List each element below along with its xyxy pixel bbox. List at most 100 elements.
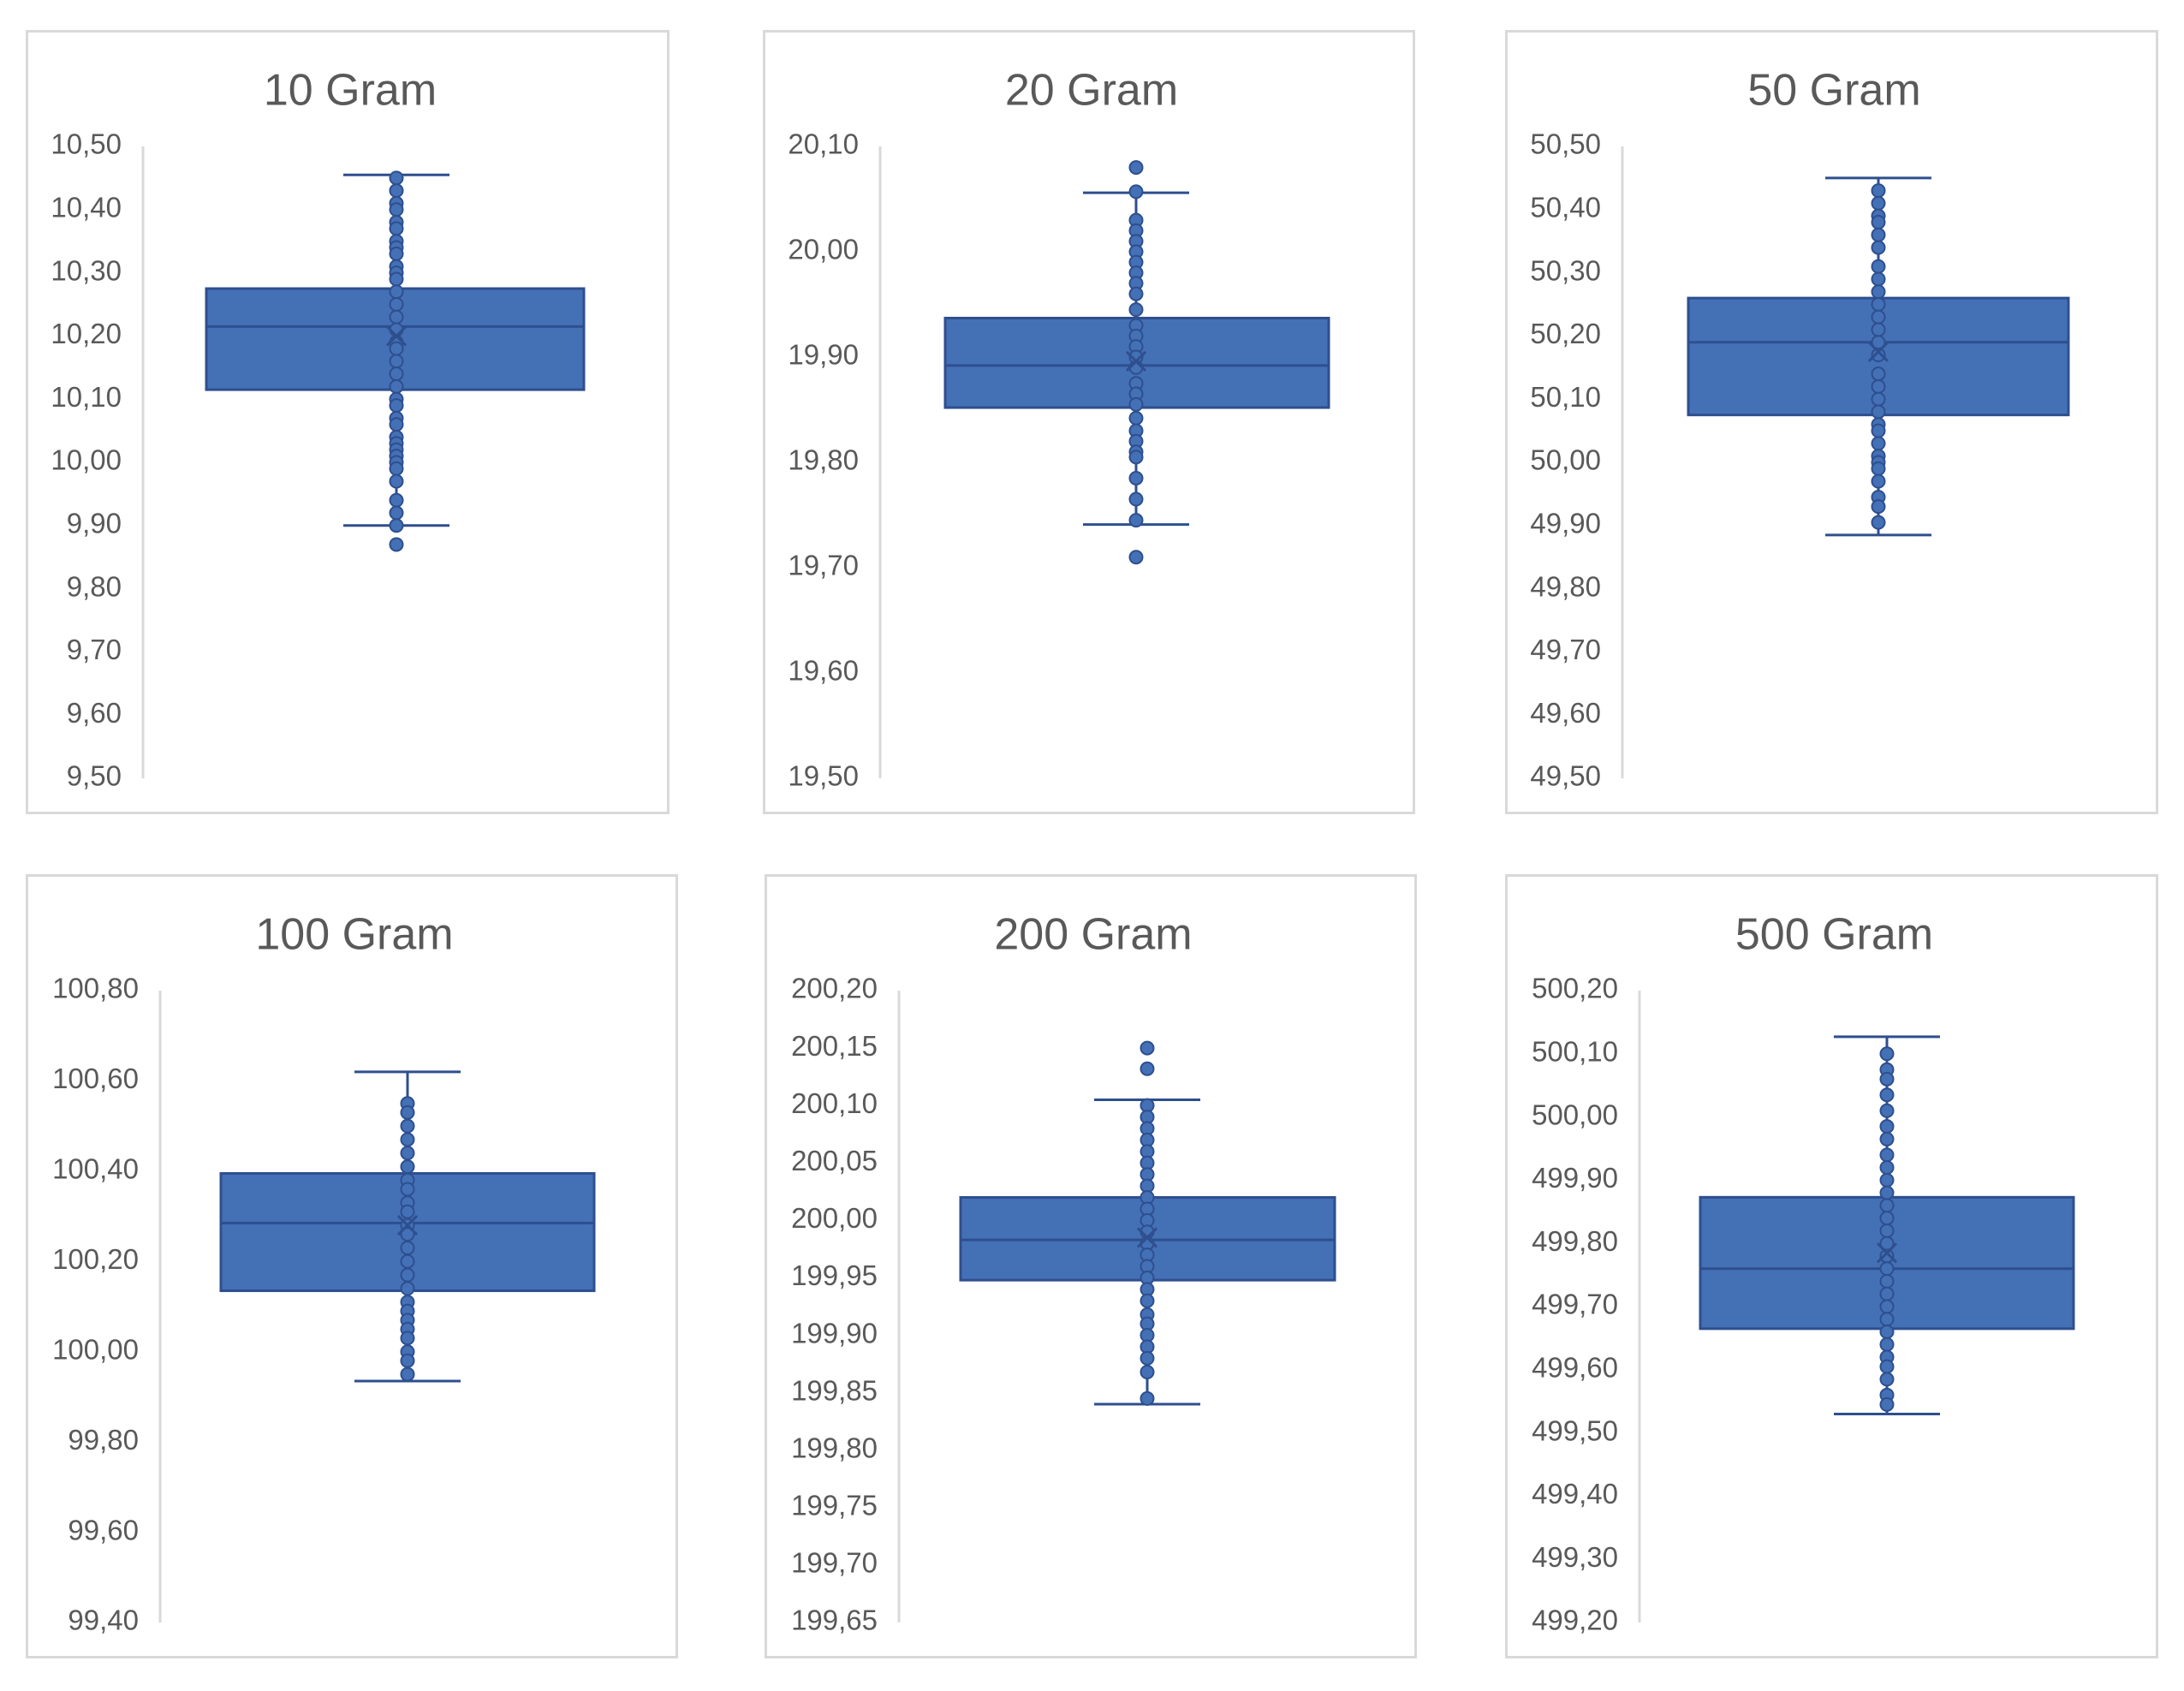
mean-marker <box>1867 341 1889 362</box>
y-tick-label: 49,50 <box>1530 760 1601 792</box>
data-point <box>1879 1103 1895 1118</box>
chart-title: 50 Gram <box>1747 66 1920 116</box>
y-tick-label: 50,50 <box>1530 128 1601 160</box>
data-point <box>1128 360 1144 375</box>
data-point <box>389 378 404 394</box>
y-tick-label: 100,60 <box>52 1063 139 1094</box>
data-point <box>1879 1372 1895 1387</box>
y-tick-label: 499,80 <box>1532 1225 1618 1257</box>
mean-marker <box>1125 350 1147 372</box>
y-tick-label: 200,15 <box>791 1030 878 1062</box>
data-point <box>400 1204 415 1219</box>
data-point <box>389 246 404 261</box>
chart-panel: 50 Gram 50,50 50,40 50,30 50,20 50,10 50,00 49,… <box>1505 30 2158 814</box>
data-point <box>1879 1185 1895 1200</box>
y-tick-label: 10,00 <box>51 444 122 476</box>
data-point <box>1879 1147 1895 1163</box>
data-point <box>1128 470 1144 485</box>
chart-panel: 100 Gram 100,80 100,60 100,40 100,20 100,00 99… <box>26 874 678 1658</box>
y-tick-label: 100,20 <box>52 1243 139 1275</box>
data-point <box>1871 309 1886 325</box>
mean-marker <box>385 325 408 347</box>
y-tick-label: 99,40 <box>68 1605 139 1636</box>
data-point <box>1879 1087 1895 1103</box>
data-point <box>1871 227 1886 242</box>
data-point <box>1128 396 1144 412</box>
data-point <box>1128 302 1144 318</box>
data-point <box>389 461 404 476</box>
y-tick-label: 19,50 <box>788 760 859 792</box>
chart-panel: 200 Gram 200,20 200,15 200,10 200,05 200,00 19… <box>765 874 1417 1658</box>
data-point <box>389 473 404 489</box>
data-point <box>1871 348 1886 363</box>
chart-panel: 20 Gram 20,10 20,00 19,90 19,80 19,70 19,60 19,… <box>763 30 1415 814</box>
y-tick-label: 199,70 <box>791 1547 878 1579</box>
data-point <box>400 1267 415 1283</box>
data-point <box>389 170 404 186</box>
y-tick-label: 10,10 <box>51 381 122 413</box>
data-point <box>400 1105 415 1120</box>
y-tick-label: 9,70 <box>67 634 122 665</box>
y-tick-label: 9,60 <box>67 697 122 729</box>
data-point <box>1879 1286 1895 1301</box>
y-tick-label: 10,50 <box>51 128 122 160</box>
data-point <box>389 366 404 382</box>
y-tick-label: 10,40 <box>51 192 122 223</box>
data-point <box>1879 1046 1895 1062</box>
y-tick-label: 200,05 <box>791 1145 878 1176</box>
data-point <box>1128 513 1144 528</box>
y-tick-label: 500,00 <box>1532 1099 1618 1130</box>
y-tick-label: 49,90 <box>1530 508 1601 539</box>
data-point <box>1871 215 1886 230</box>
y-tick-label: 10,20 <box>51 318 122 349</box>
data-point <box>1879 1172 1895 1188</box>
mean-marker <box>1876 1242 1898 1264</box>
y-tick-label: 499,60 <box>1532 1352 1618 1384</box>
y-tick-label: 50,20 <box>1530 318 1601 349</box>
data-point <box>1128 184 1144 199</box>
data-point <box>1871 183 1886 199</box>
y-tick-label: 100,40 <box>52 1153 139 1185</box>
data-point <box>1128 550 1144 565</box>
data-point <box>1128 450 1144 465</box>
mean-marker <box>1136 1227 1158 1248</box>
y-tick-label: 499,30 <box>1532 1541 1618 1573</box>
data-point <box>1140 1390 1155 1406</box>
data-point <box>389 518 404 533</box>
box-plot: 10 Gram 10,50 10,40 10,30 10,20 10,10 10,00 9,9… <box>51 66 586 792</box>
mean-marker <box>396 1215 419 1236</box>
data-point <box>400 1118 415 1134</box>
data-point <box>1140 1364 1155 1379</box>
y-tick-label: 19,80 <box>788 444 859 476</box>
chart-title: 100 Gram <box>255 910 453 960</box>
data-point <box>389 398 404 414</box>
data-point <box>400 1146 415 1161</box>
y-tick-label: 199,85 <box>791 1374 878 1406</box>
data-point <box>1879 1198 1895 1213</box>
data-point <box>1140 1350 1155 1366</box>
data-point <box>1140 1040 1155 1056</box>
chart-title: 200 Gram <box>994 910 1192 960</box>
y-tick-label: 20,10 <box>788 128 859 160</box>
data-point <box>1879 1299 1895 1314</box>
data-point <box>1871 195 1886 211</box>
data-point <box>1871 391 1886 407</box>
y-tick-label: 500,10 <box>1532 1036 1618 1068</box>
data-point <box>1879 1337 1895 1352</box>
data-point <box>389 183 404 199</box>
y-tick-label: 100,80 <box>52 973 139 1004</box>
data-point <box>1871 271 1886 287</box>
data-point <box>1871 240 1886 255</box>
data-point <box>1879 1223 1895 1238</box>
y-tick-label: 49,80 <box>1530 570 1601 602</box>
data-point <box>1871 366 1886 382</box>
y-tick-label: 499,70 <box>1532 1289 1618 1320</box>
data-point <box>1879 1325 1895 1340</box>
data-point <box>1879 1160 1895 1176</box>
data-point <box>1879 1071 1895 1087</box>
y-tick-label: 200,10 <box>791 1087 878 1119</box>
data-point <box>389 309 404 325</box>
data-point <box>1879 1312 1895 1327</box>
y-tick-label: 499,40 <box>1532 1478 1618 1509</box>
y-tick-label: 19,70 <box>788 550 859 581</box>
